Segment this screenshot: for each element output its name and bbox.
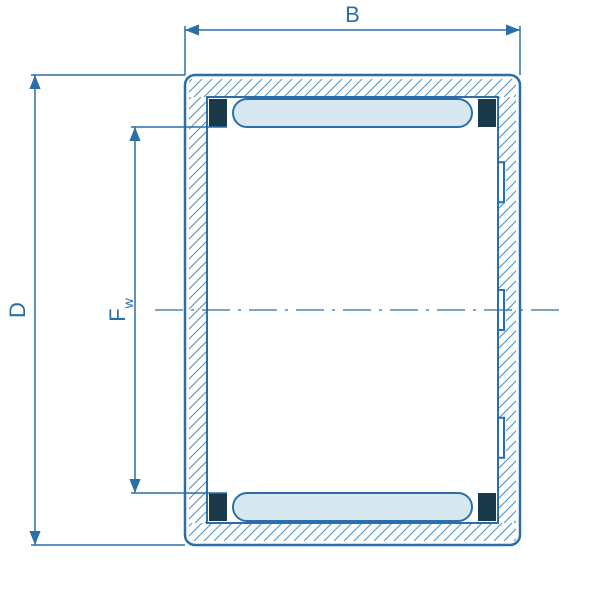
roller bbox=[233, 493, 472, 521]
hatch-band bbox=[0, 523, 542, 541]
cage-corner bbox=[478, 493, 496, 521]
cage-corner bbox=[209, 99, 227, 127]
roller bbox=[233, 99, 472, 127]
label-d: D bbox=[5, 302, 30, 318]
hatch-band bbox=[0, 79, 542, 97]
hatch-band bbox=[54, 97, 600, 523]
bearing-section-diagram: B D Fw bbox=[0, 0, 600, 600]
cage-corner bbox=[209, 493, 227, 521]
label-b: B bbox=[345, 2, 360, 27]
label-fw: Fw bbox=[105, 297, 136, 321]
cage-corner bbox=[478, 99, 496, 127]
